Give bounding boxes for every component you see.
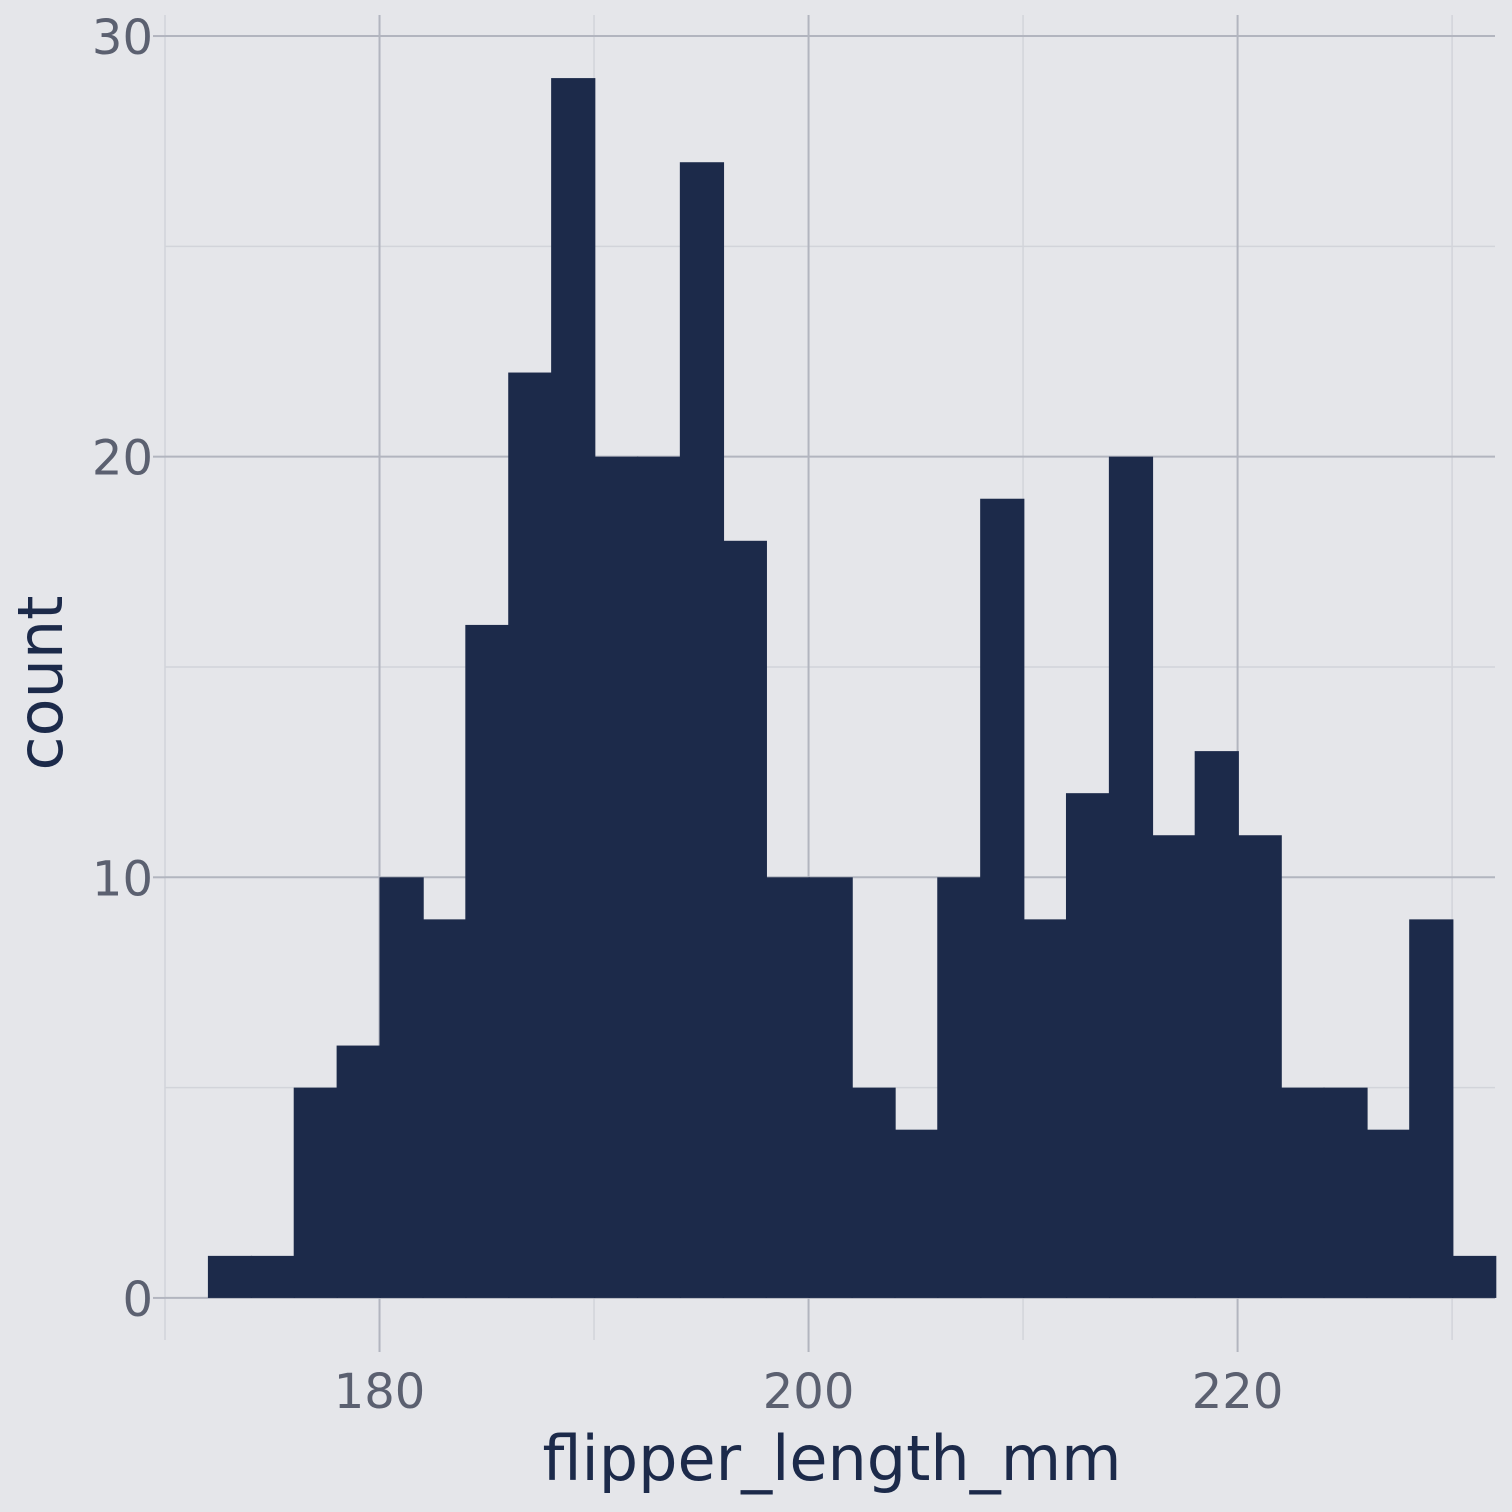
y-tick-label: 10 <box>92 851 153 907</box>
histogram-bar <box>980 498 1025 1298</box>
histogram-bar <box>765 877 810 1298</box>
histogram-bar <box>508 372 553 1298</box>
x-axis-title: flipper_length_mm <box>542 1422 1121 1495</box>
histogram-bar <box>1023 919 1068 1298</box>
histogram-bar <box>636 456 682 1298</box>
y-tick-label: 0 <box>122 1272 153 1328</box>
histogram-bar <box>1065 793 1111 1298</box>
y-tick-label: 30 <box>92 10 153 66</box>
histogram-bar <box>894 1129 939 1298</box>
histogram-bar <box>1237 835 1282 1298</box>
histogram-bar <box>379 877 424 1298</box>
histogram-bar <box>1323 1087 1368 1298</box>
x-tick-label: 200 <box>763 1364 855 1420</box>
histogram-bar <box>336 1045 381 1298</box>
y-tick-label: 20 <box>92 431 153 487</box>
axis-ticks: 180 200 220 0 10 20 30 <box>92 10 1283 1420</box>
histogram-bar <box>851 1087 896 1298</box>
histogram-bars <box>207 78 1497 1298</box>
histogram-bar <box>1409 919 1454 1298</box>
histogram-bar <box>250 1255 296 1298</box>
x-tick-label: 180 <box>334 1364 426 1420</box>
histogram-bar <box>1452 1255 1497 1298</box>
histogram-bar <box>1366 1129 1411 1298</box>
histogram-bar <box>594 456 639 1298</box>
histogram-bar <box>551 78 596 1298</box>
histogram-bar <box>1194 751 1239 1298</box>
histogram-bar <box>1280 1087 1325 1298</box>
histogram-bar <box>465 624 510 1298</box>
histogram-bar <box>1108 456 1154 1298</box>
histogram-bar <box>422 919 467 1298</box>
histogram-bar <box>207 1255 253 1298</box>
histogram-bar <box>679 162 725 1298</box>
histogram-bar <box>722 540 767 1298</box>
y-axis-title: count <box>4 596 77 771</box>
histogram-bar <box>937 877 982 1298</box>
x-tick-label: 220 <box>1192 1364 1284 1420</box>
histogram-bar <box>1151 835 1196 1298</box>
histogram-bar <box>808 877 853 1298</box>
histogram-bar <box>293 1087 338 1298</box>
